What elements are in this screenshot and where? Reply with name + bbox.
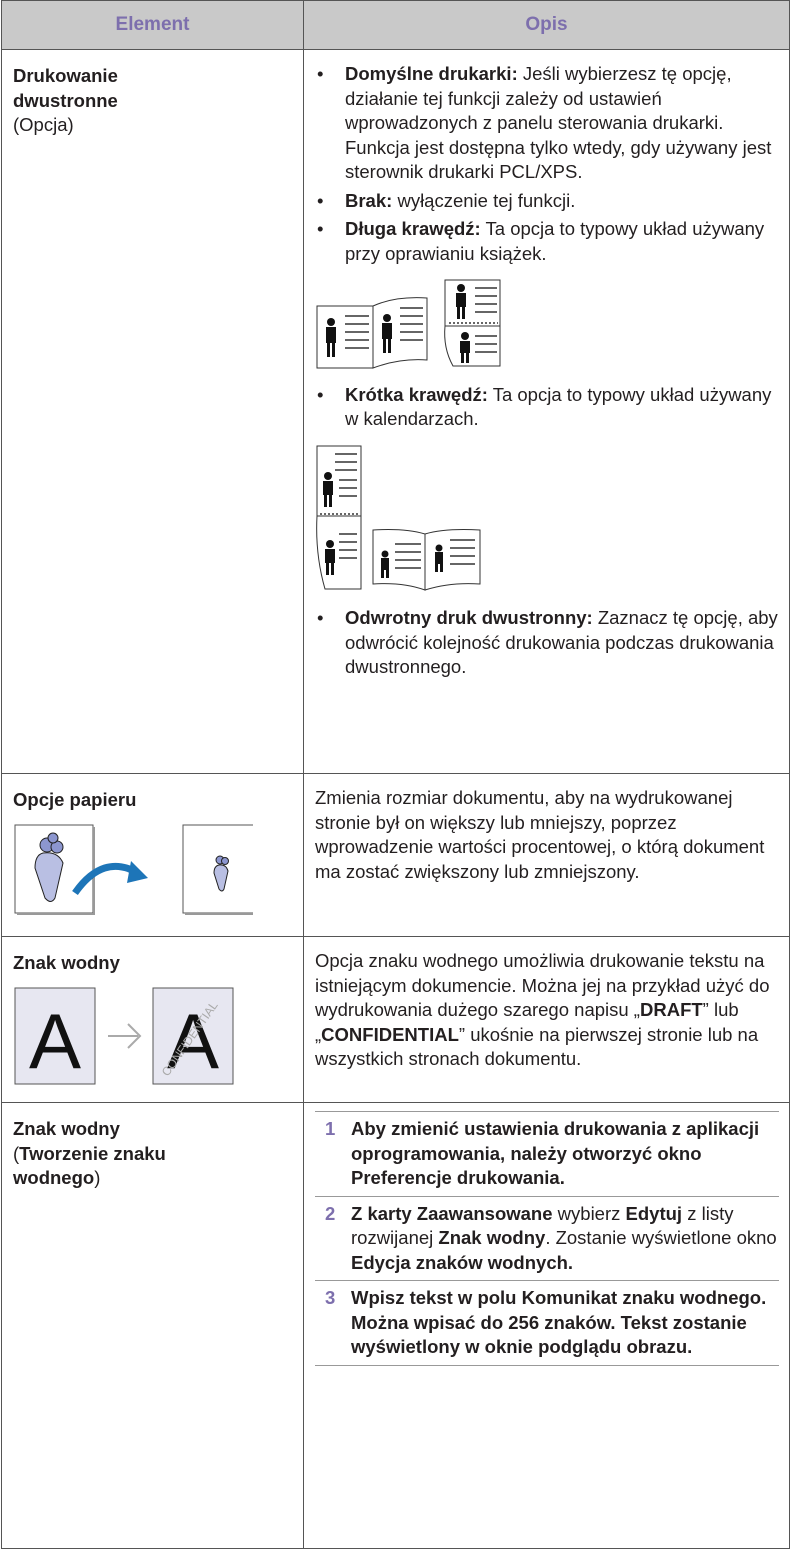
- watermark-letter: A: [29, 997, 81, 1085]
- row: Opcje papieru Zmienia rozmiar dokumentu,…: [1, 773, 790, 937]
- element-cell: Znak wodny A A CONFIDENTIAL: [1, 936, 304, 1103]
- row: Znak wodny (Tworzenie znaku wodnego) 1 Aby…: [1, 1102, 790, 1549]
- bold-text: Odwrotny druk dwustronny:: [345, 607, 593, 628]
- watermark-illustration: A A CONFIDENTIAL: [14, 987, 234, 1085]
- opis-cell: Zmienia rozmiar dokumentu, aby na wydruk…: [303, 773, 790, 937]
- text: Jeśli wybierzesz tę opcję, działanie tej…: [345, 63, 772, 182]
- watermark-letter: A: [167, 997, 219, 1085]
- bold-text: Znak wodny: [13, 1118, 120, 1139]
- element-line: Znak wodny: [13, 951, 218, 976]
- bold-text: DRAFT: [639, 999, 703, 1020]
- step-number: 3: [325, 1287, 336, 1308]
- row: Drukowanie dwustronne (Opcja) Domyślne dr…: [1, 49, 790, 774]
- step-text: Z karty Zaawansowane wybierz Edytuj z li…: [351, 1203, 777, 1273]
- element-line: Znak wodny: [13, 1117, 218, 1142]
- step-text: Aby zmienić ustawienia drukowania z apli…: [351, 1118, 759, 1188]
- bullet: Domyślne drukarki: Jeśli wybierzesz tę o…: [315, 62, 779, 185]
- element-cell: Drukowanie dwustronne (Opcja): [1, 49, 304, 774]
- text: Zmienia rozmiar dokumentu, aby na wydruk…: [315, 787, 765, 882]
- step: 1 Aby zmienić ustawienia drukowania z apl…: [315, 1111, 779, 1196]
- text: z listy rozwijanej: [351, 1202, 734, 1249]
- header-row: Element Opis: [1, 0, 790, 50]
- step-list: 1 Aby zmienić ustawienia drukowania z apl…: [315, 1111, 779, 1366]
- element-cell: Znak wodny (Tworzenie znaku wodnego): [1, 1102, 304, 1549]
- text: Ta opcja to typowy układ używany przy op…: [345, 218, 765, 264]
- bullet: Krótka krawędź: Ta opcja to typowy układ…: [315, 383, 779, 432]
- description: Zmienia rozmiar dokumentu, aby na wydruk…: [315, 786, 779, 884]
- bold-text: Brak:: [345, 189, 393, 211]
- opis-cell: Opcja znaku wodnego umożliwia drukowanie…: [303, 936, 790, 1103]
- row: Znak wodny A A CONFIDENTIAL Opcja znaku …: [1, 936, 790, 1103]
- text: wybierz: [552, 1202, 626, 1224]
- element-text: Drukowanie dwustronne (Opcja): [13, 64, 218, 138]
- text: . Zostanie wyświetlone okno: [545, 1227, 777, 1248]
- bold-text: Znak wodny: [13, 952, 120, 973]
- bold-text: Tworzenie znaku wodnego: [13, 1142, 166, 1189]
- text: ” lub „: [315, 999, 739, 1045]
- element-text: Opcje papieru: [13, 788, 218, 813]
- text: Opcja znaku wodnego umożliwia drukowanie…: [315, 950, 770, 1020]
- short-edge-illustration: [316, 445, 481, 591]
- bullet-list: Domyślne drukarki: Jeśli wybierzesz tę o…: [315, 62, 779, 266]
- text: Zaznacz tę opcję, aby odwrócić kolejność…: [345, 607, 778, 677]
- bullet: Długa krawędź: Ta opcja to typowy układ …: [315, 217, 779, 266]
- opis-cell: Domyślne drukarki: Jeśli wybierzesz tę o…: [303, 49, 790, 774]
- bold-text: Krótka krawędź:: [345, 383, 488, 405]
- bold-text: Edytuj: [625, 1202, 683, 1224]
- bullet: Brak: wyłączenie tej funkcji.: [315, 189, 779, 214]
- step-number: 1: [325, 1118, 336, 1139]
- bold-text: Znak wodny: [438, 1227, 546, 1248]
- step: 2 Z karty Zaawansowane wybierz Edytuj z l…: [315, 1195, 779, 1281]
- header-cell: Opis: [303, 0, 790, 50]
- element-text: Znak wodny (Tworzenie znaku wodnego): [13, 1117, 218, 1191]
- bold-text: Edycja znaków wodnych.: [351, 1251, 574, 1273]
- bold-text: Drukowanie dwustronne: [13, 65, 118, 111]
- bold-text: Aby zmienić ustawienia drukowania z apli…: [351, 1118, 760, 1188]
- bold-text: Opcje papieru: [13, 789, 137, 810]
- bullet-list: Odwrotny druk dwustronny: Zaznacz tę opc…: [315, 606, 779, 680]
- bold-text: Wpisz tekst w polu Komunikat znaku wodne…: [351, 1287, 767, 1357]
- step-number: 2: [325, 1202, 336, 1224]
- bold-text: Z karty Zaawansowane: [351, 1202, 553, 1224]
- header-cell: Element: [1, 0, 304, 50]
- element-line: Drukowanie dwustronne: [13, 64, 218, 113]
- bullet: Odwrotny druk dwustronny: Zaznacz tę opc…: [315, 606, 779, 680]
- step-text: Wpisz tekst w polu Komunikat znaku wodne…: [351, 1287, 766, 1357]
- bold-text: Długa krawędź:: [345, 218, 481, 239]
- bold-text: CONFIDENTIAL: [321, 1023, 459, 1045]
- text: Ta opcja to typowy układ używany w kalen…: [345, 383, 772, 430]
- text: (: [13, 1142, 20, 1164]
- text: ” ukośnie na pierwszej stronie lub na ws…: [315, 1023, 759, 1070]
- step: 3 Wpisz tekst w polu Komunikat znaku wodn…: [315, 1280, 779, 1366]
- bold-text: Domyślne drukarki:: [345, 63, 518, 84]
- text: ): [94, 1167, 101, 1188]
- bullet-list: Krótka krawędź: Ta opcja to typowy układ…: [315, 383, 779, 432]
- element-line: (Opcja): [13, 113, 218, 138]
- long-edge-illustration: [316, 279, 501, 369]
- paper-options-illustration: [14, 824, 263, 915]
- element-line: Opcje papieru: [13, 788, 218, 813]
- element-line: (Tworzenie znaku wodnego): [13, 1142, 218, 1191]
- description: Opcja znaku wodnego umożliwia drukowanie…: [315, 949, 779, 1072]
- text: (Opcja): [13, 114, 74, 135]
- element-text: Znak wodny: [13, 951, 218, 976]
- opis-cell: 1 Aby zmienić ustawienia drukowania z apl…: [303, 1102, 790, 1549]
- element-cell: Opcje papieru: [1, 773, 304, 937]
- text: wyłączenie tej funkcji.: [392, 189, 576, 211]
